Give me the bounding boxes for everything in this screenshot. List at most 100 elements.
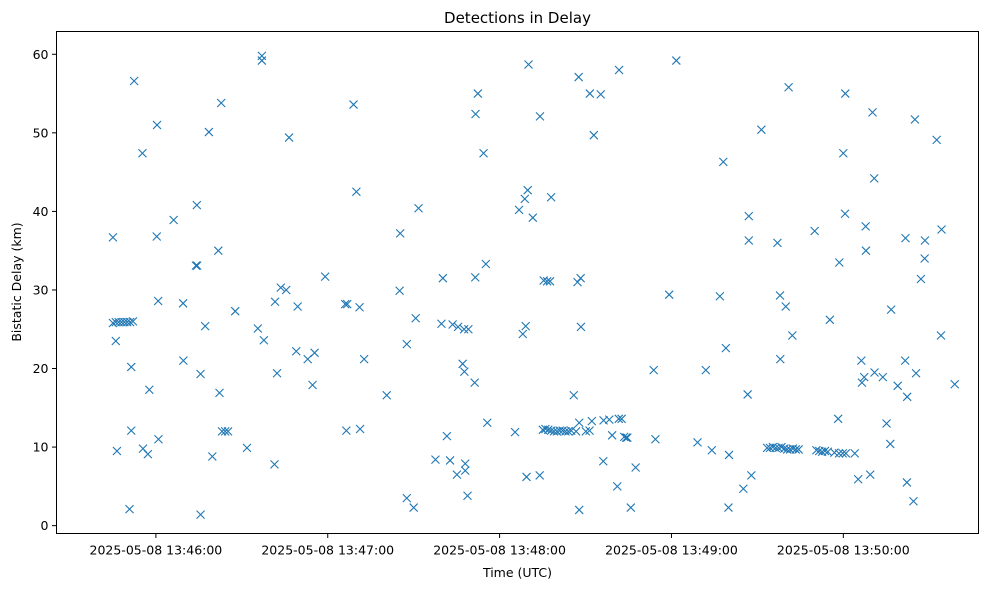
data-point [775,291,785,300]
data-point [482,418,492,428]
data-point [458,359,468,369]
data-points [108,51,960,520]
data-point [459,367,469,377]
data-point [414,203,423,213]
data-point [649,365,659,375]
data-point [612,481,622,491]
x-tick-label: 2025-05-08 13:47:00 [261,543,394,558]
data-point [614,65,624,75]
data-point [715,291,725,301]
data-point [791,445,801,454]
data-point [470,378,480,388]
data-point [270,297,280,307]
data-point [257,51,267,61]
data-point [574,505,584,515]
data-point [574,418,584,428]
data-point [833,414,843,424]
data-point [545,276,555,286]
data-point [569,390,579,400]
data-point [342,299,352,309]
data-point [253,324,263,333]
data-point [738,484,748,494]
data-point [535,111,545,121]
data-point [196,369,205,379]
data-point [604,415,614,424]
data-point [820,446,830,456]
data-point [893,381,903,391]
data-point [718,157,728,167]
x-tick-label: 2025-05-08 13:48:00 [433,543,566,558]
data-point [153,296,163,306]
data-point [841,448,851,458]
data-point [431,455,440,465]
data-point [614,414,624,424]
data-point [111,336,121,346]
data-point [108,232,118,242]
data-point [920,254,930,263]
data-point [937,225,946,234]
data-point [470,273,480,282]
y-tick-label: 60 [33,47,49,62]
data-point [900,356,910,366]
y-tick-label: 0 [41,518,49,533]
data-point [950,379,960,389]
data-point [598,456,608,466]
data-point [402,339,412,349]
data-point [576,273,586,283]
data-point [293,302,303,311]
data-point [901,233,910,243]
data-point [481,259,491,269]
data-point [207,452,217,461]
y-tick-label: 10 [33,440,49,455]
data-point [216,98,226,108]
data-point [402,493,412,503]
data-point [724,450,734,460]
data-point [587,416,597,426]
data-point [857,378,867,388]
data-point [514,205,524,215]
data-point [777,442,786,452]
y-axis-ticks: 0 10 20 30 40 50 60 [33,47,57,533]
data-point [693,437,702,447]
data-point [596,89,606,99]
data-point [581,426,591,436]
plot-frame [56,31,979,534]
data-point [409,503,419,512]
data-point [355,302,364,312]
data-point [607,430,617,440]
data-point [920,236,930,245]
data-point [308,380,317,390]
data-point [781,302,791,311]
data-point [886,305,896,314]
data-point [341,426,351,435]
data-point [671,56,681,65]
data-point [619,432,629,442]
data-point [621,433,631,443]
data-point [510,427,520,437]
data-point [757,125,766,135]
data-point [351,187,361,197]
data-point [281,285,291,295]
data-point [126,426,136,435]
data-point [284,133,294,142]
data-point [773,238,782,248]
data-point [622,433,632,443]
data-point [128,316,138,326]
data-point [810,226,820,236]
data-point [152,232,162,241]
y-tick-label: 50 [33,125,49,140]
data-point [543,425,553,435]
x-tick-label: 2025-05-08 13:49:00 [605,543,738,558]
data-point [291,346,301,356]
data-point [349,100,358,109]
data-point [520,194,530,204]
data-point [910,115,920,124]
y-tick-label: 40 [33,204,49,219]
data-point [911,368,921,378]
data-point [395,286,405,296]
data-point [840,89,850,98]
data-point [916,274,926,284]
data-point [724,503,733,512]
data-point [589,130,599,140]
data-point [523,185,533,195]
